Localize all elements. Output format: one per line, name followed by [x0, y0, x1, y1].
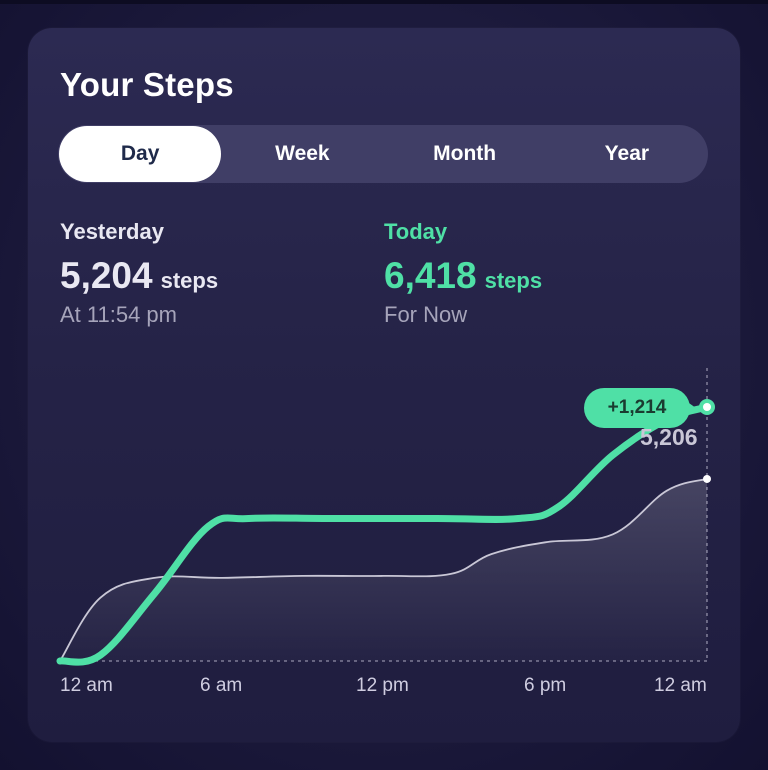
yesterday-area-fill	[60, 478, 707, 661]
tab-week[interactable]: Week	[275, 142, 330, 165]
today-diff-badge: +1,214	[584, 388, 690, 428]
x-tick-label: 12 pm	[356, 675, 409, 696]
yesterday-unit: steps	[160, 268, 219, 293]
top-edge	[0, 0, 768, 4]
yesterday-end-label: 5,206	[640, 424, 698, 450]
yesterday-steps: 5,204 steps	[60, 255, 218, 297]
yesterday-end-point	[703, 474, 711, 483]
yesterday-step-count: 5,204	[60, 255, 153, 296]
tab-month[interactable]: Month	[433, 142, 497, 165]
today-steps: 6,418 steps	[384, 255, 542, 297]
yesterday-series-line	[59, 478, 708, 662]
badge-pointer	[686, 401, 696, 415]
today-sub: For Now	[384, 302, 468, 327]
x-tick-label: 12 am	[654, 675, 707, 696]
tab-day[interactable]: Day	[59, 126, 222, 182]
yesterday-sub: At 11:54 pm	[60, 302, 177, 327]
period-selector: Day Week Month Year	[58, 125, 708, 183]
today-end-point-center	[703, 403, 711, 411]
x-tick-label: 6 pm	[524, 675, 567, 696]
x-tick-label: 12 am	[60, 675, 113, 696]
x-tick-label: 6 am	[200, 675, 243, 696]
today-unit: steps	[484, 268, 543, 293]
yesterday-label: Yesterday	[60, 219, 164, 244]
today-step-count: 6,418	[384, 255, 477, 296]
today-series-line	[56, 403, 711, 666]
today-label: Today	[384, 219, 448, 244]
tab-year[interactable]: Year	[604, 142, 650, 165]
page-title: Your Steps	[60, 66, 234, 103]
